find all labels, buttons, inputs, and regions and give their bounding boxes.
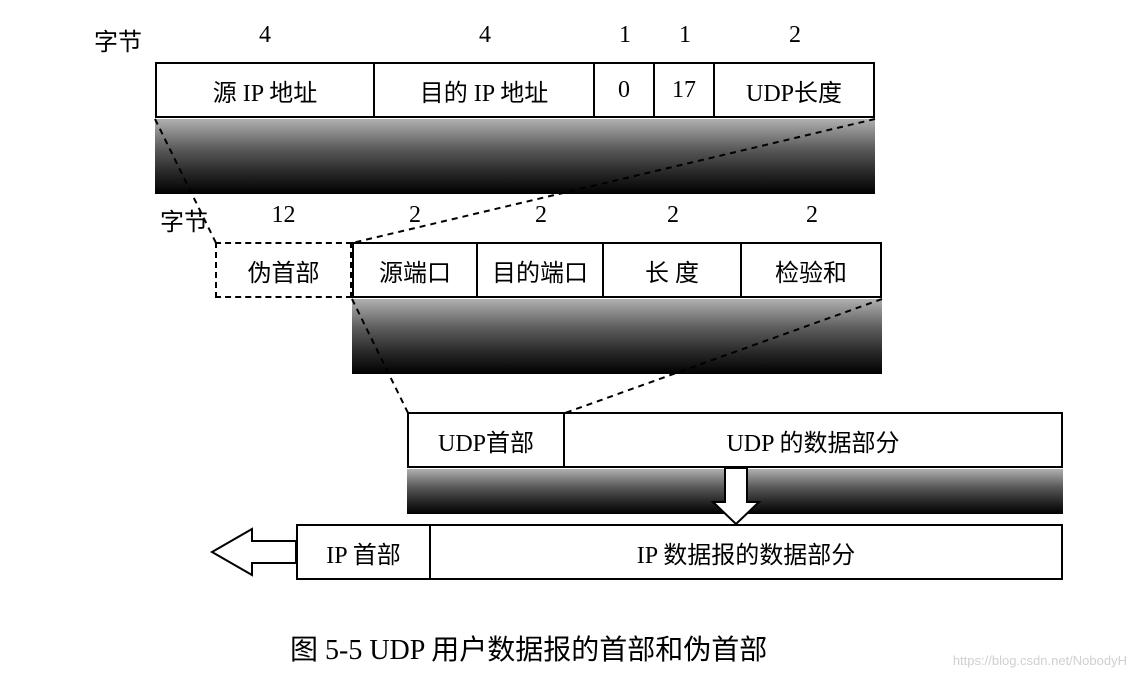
udp-header-diagram: 字节 4 源 IP 地址 4 目的 IP 地址 1 0 1 17 2 UDP长度… bbox=[0, 0, 1137, 674]
watermark-text: https://blog.csdn.net/NobodyH bbox=[953, 653, 1127, 668]
figure-caption: 图 5-5 UDP 用户数据报的首部和伪首部 bbox=[290, 628, 767, 668]
arrow-left-icon bbox=[0, 0, 1137, 674]
